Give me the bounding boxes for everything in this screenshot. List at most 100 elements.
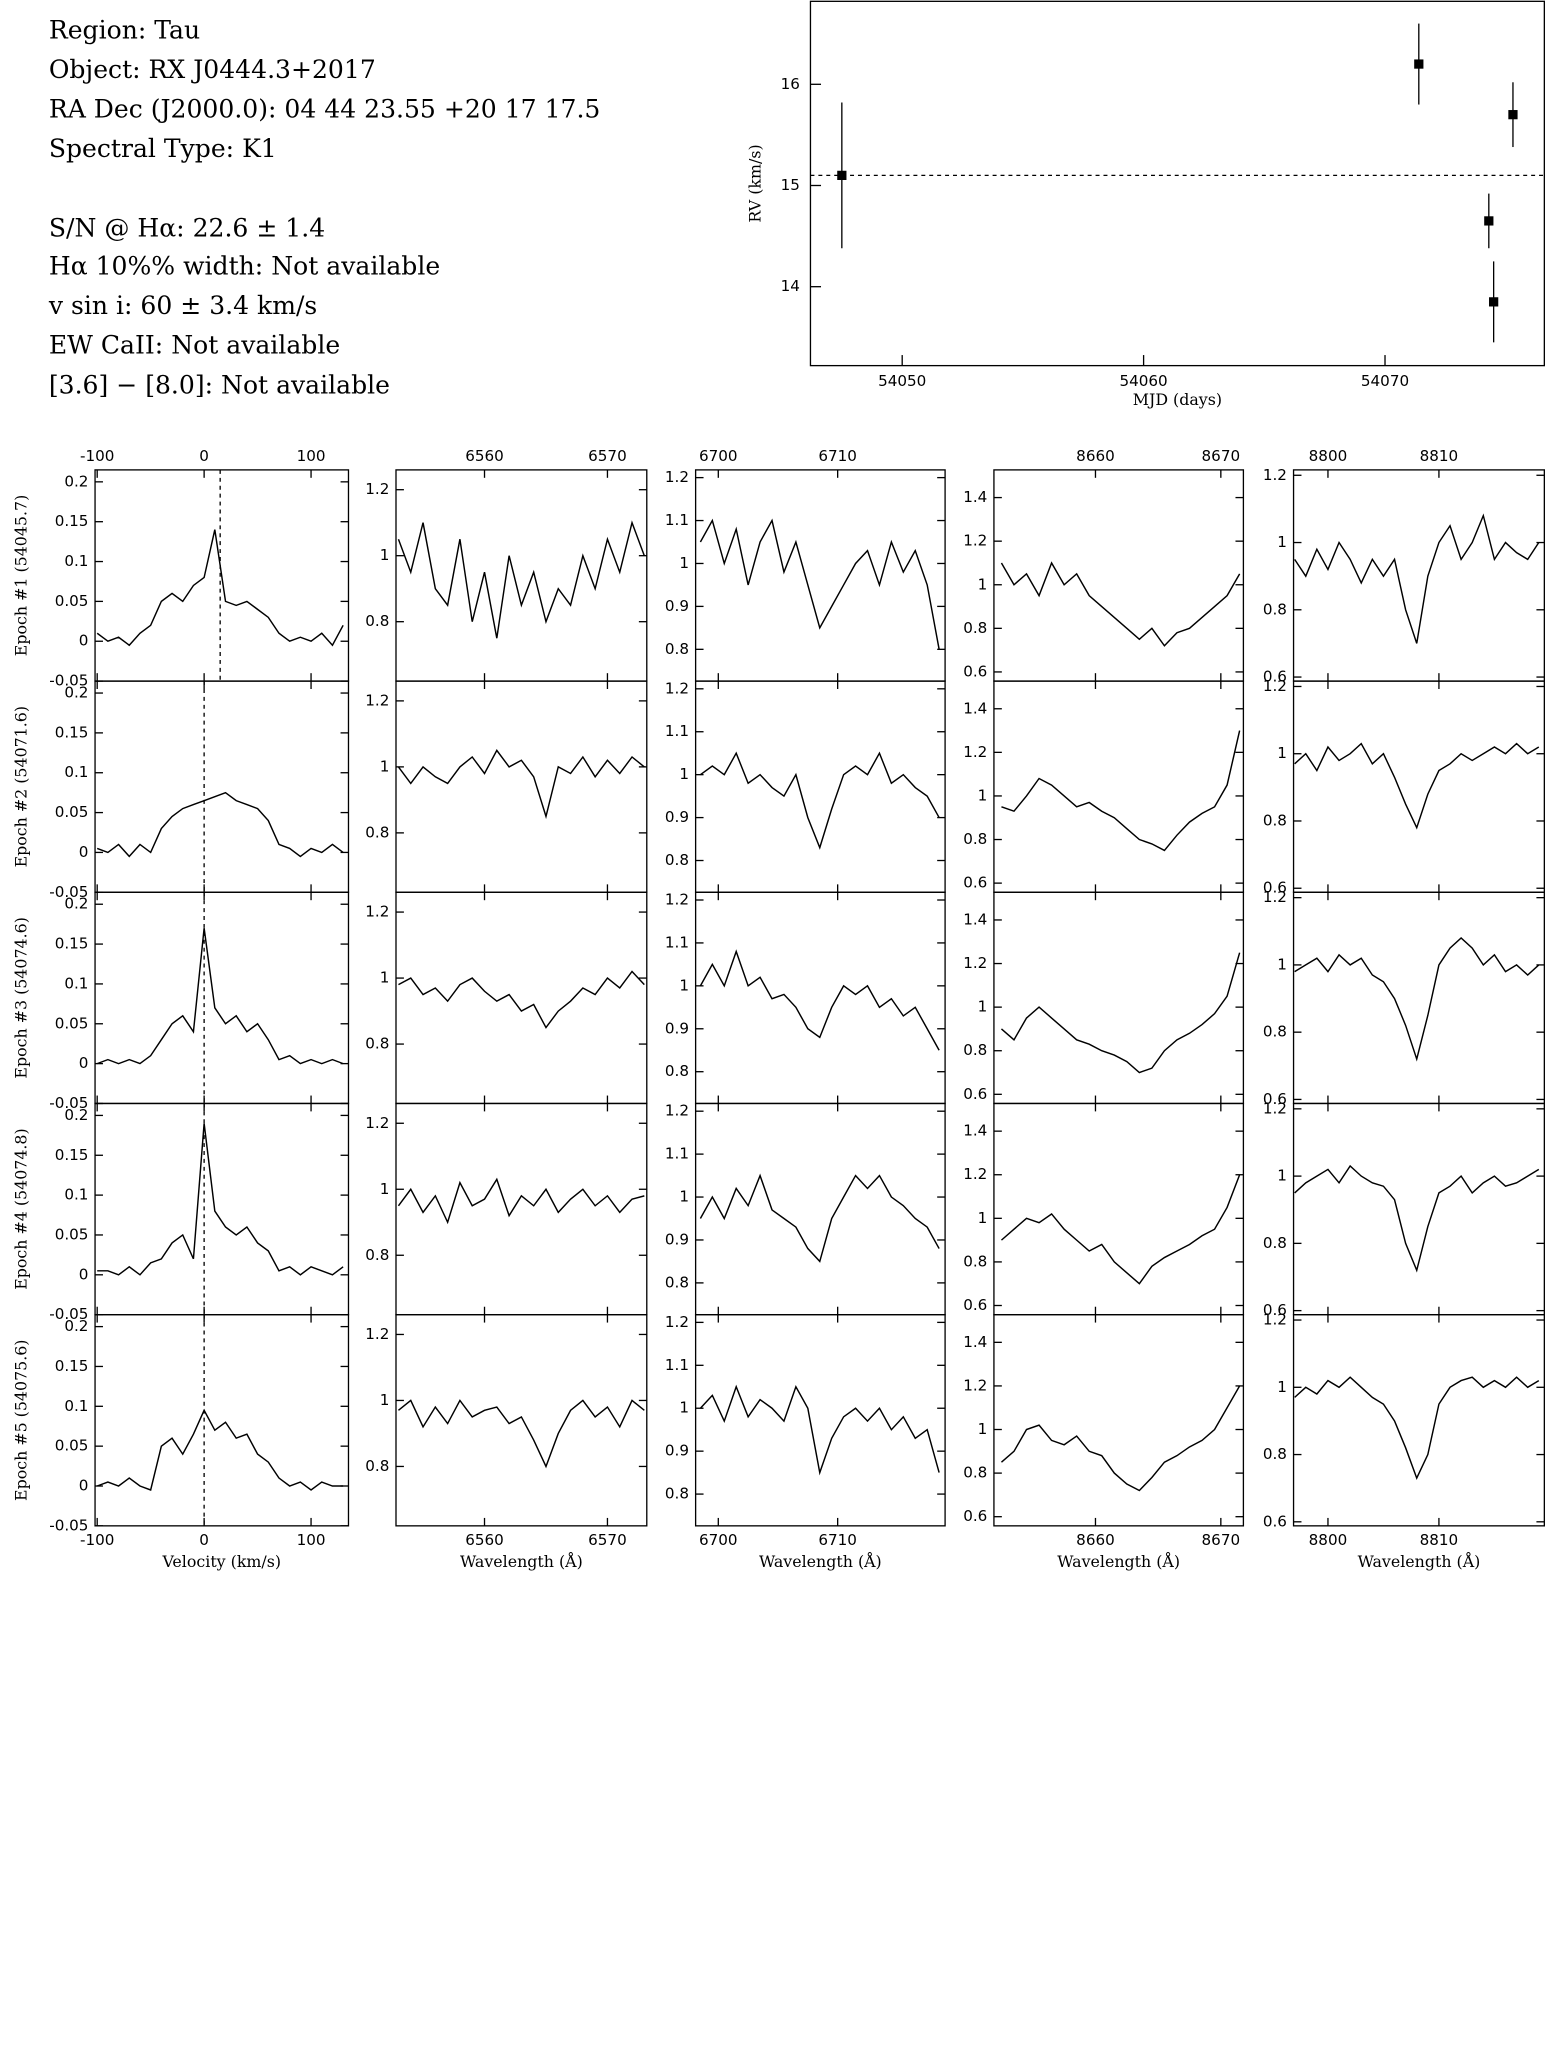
y-tick-label: 1.1 xyxy=(665,1145,689,1163)
y-tick-label: 1.2 xyxy=(1263,677,1287,695)
row-label: Epoch #5 (54075.6) xyxy=(11,1340,30,1501)
y-tick-label: 0.15 xyxy=(55,512,89,530)
y-tick-label: 1.4 xyxy=(963,1122,987,1140)
y-tick-label: 0.6 xyxy=(963,874,987,892)
x-tick-label-top: 100 xyxy=(297,447,326,465)
y-tick-label: 1 xyxy=(380,1391,390,1409)
row-label: Epoch #3 (54074.6) xyxy=(11,917,30,1078)
panel-frame xyxy=(395,469,648,682)
x-tick-label: 100 xyxy=(297,1531,326,1549)
y-tick-label: 0.8 xyxy=(1263,600,1287,618)
y-tick-label: 0.6 xyxy=(963,1507,987,1525)
y-tick-label: 0.1 xyxy=(64,552,88,570)
spectrum-line xyxy=(1000,1385,1241,1492)
panel-frame xyxy=(1292,680,1546,893)
y-tick-label: 1.2 xyxy=(365,480,389,498)
x-tick-label: 8810 xyxy=(1420,1531,1459,1549)
spectrum-line xyxy=(397,1399,645,1469)
y-tick-label: 1.2 xyxy=(1263,466,1287,484)
y-tick-label: 14 xyxy=(781,277,800,295)
y-tick-label: 1 xyxy=(679,765,689,783)
x-tick-label: 0 xyxy=(199,1531,209,1549)
panel-frame xyxy=(94,680,350,893)
spectrum-line xyxy=(1294,1376,1540,1480)
y-tick-label: 0.2 xyxy=(64,1317,88,1335)
y-tick-label: 0.8 xyxy=(1263,1234,1287,1252)
y-tick-label: 1.2 xyxy=(665,891,689,909)
spectrum-line xyxy=(1294,937,1540,1062)
y-tick-label: 1.4 xyxy=(963,1333,987,1351)
y-tick-label: 0.05 xyxy=(55,803,89,821)
y-tick-label: 0.8 xyxy=(665,640,689,658)
x-tick-label-top: 8800 xyxy=(1309,447,1348,465)
spectrum-line xyxy=(1294,742,1540,830)
y-tick-label: 1.2 xyxy=(665,1313,689,1331)
y-tick-label: 0.8 xyxy=(1263,1023,1287,1041)
y-tick-label: 0.8 xyxy=(963,1464,987,1482)
y-tick-label: 1.2 xyxy=(1263,1099,1287,1117)
panel-frame xyxy=(694,469,946,682)
panel-frame xyxy=(94,891,350,1105)
x-tick-label: 54060 xyxy=(1119,372,1167,390)
info-line: v sin i: 60 ± 3.4 km/s xyxy=(48,291,317,320)
y-tick-label: 1.2 xyxy=(963,532,987,550)
y-tick-label: 1.2 xyxy=(963,954,987,972)
panel-frame xyxy=(993,891,1245,1105)
y-tick-label: 1.4 xyxy=(963,910,987,928)
info-line: RA Dec (J2000.0): 04 44 23.55 +20 17 17.… xyxy=(49,94,601,123)
x-tick-label-top: 8810 xyxy=(1420,447,1459,465)
x-tick-label: -100 xyxy=(80,1531,114,1549)
spectrum-line xyxy=(1000,1174,1241,1285)
info-line: EW CaII: Not available xyxy=(49,331,340,360)
y-tick-label: 1 xyxy=(1277,1167,1287,1185)
y-tick-label: 0 xyxy=(79,1054,89,1072)
y-tick-label: 1.4 xyxy=(963,488,987,506)
y-tick-label: 0.6 xyxy=(1263,668,1287,686)
x-tick-label: 8800 xyxy=(1309,1531,1348,1549)
spectrum-line xyxy=(96,529,344,647)
spectrum-line xyxy=(699,1384,940,1476)
info-line: Region: Tau xyxy=(49,15,200,44)
y-tick-label: 1.4 xyxy=(963,699,987,717)
y-tick-label: 1 xyxy=(679,554,689,572)
x-tick-label: 8660 xyxy=(1076,1531,1115,1549)
y-axis-label: RV (km/s) xyxy=(745,144,764,222)
panel-frame xyxy=(1292,1313,1546,1527)
spectrum-line xyxy=(699,518,940,650)
y-tick-label: 0.05 xyxy=(55,1014,89,1032)
x-tick-label-top: -100 xyxy=(80,447,114,465)
y-tick-label: 0 xyxy=(79,843,89,861)
info-line: S/N @ Hα: 22.6 ± 1.4 xyxy=(49,213,325,242)
y-tick-label: 0.6 xyxy=(963,662,987,680)
y-tick-label: 1 xyxy=(380,757,390,775)
y-tick-label: 0.8 xyxy=(665,1273,689,1291)
y-tick-label: 0.2 xyxy=(64,472,88,490)
y-tick-label: 1.2 xyxy=(963,743,987,761)
panel-frame xyxy=(993,1102,1245,1316)
y-tick-label: 1.1 xyxy=(665,511,689,529)
y-tick-label: 0.8 xyxy=(963,1252,987,1270)
y-tick-label: 1 xyxy=(1277,1378,1287,1396)
y-tick-label: 1.2 xyxy=(665,1102,689,1120)
spectrum-line xyxy=(1000,952,1241,1074)
panel-frame xyxy=(1292,469,1546,682)
y-tick-label: 0.05 xyxy=(55,1437,89,1455)
y-tick-label: 1.2 xyxy=(665,679,689,697)
spectrum-line xyxy=(699,751,940,850)
spectrum-line xyxy=(96,928,344,1065)
y-tick-label: 0.6 xyxy=(1263,1090,1287,1108)
y-tick-label: 16 xyxy=(781,75,800,93)
info-line: Hα 10%% width: Not available xyxy=(49,252,440,281)
y-tick-label: 1.2 xyxy=(1263,888,1287,906)
y-tick-label: 1 xyxy=(679,1188,689,1206)
panel-frame xyxy=(395,680,648,893)
rv-point xyxy=(1508,110,1518,120)
y-tick-label: 1.2 xyxy=(365,1114,389,1132)
rv-point xyxy=(1484,216,1494,226)
y-tick-label: 0.8 xyxy=(365,823,389,841)
y-tick-label: 0.8 xyxy=(665,851,689,869)
y-tick-label: -0.05 xyxy=(49,1094,88,1112)
y-tick-label: 1.2 xyxy=(963,1376,987,1394)
x-axis-label: Wavelength (Å) xyxy=(1358,1551,1481,1571)
y-tick-label: -0.05 xyxy=(49,1305,88,1323)
